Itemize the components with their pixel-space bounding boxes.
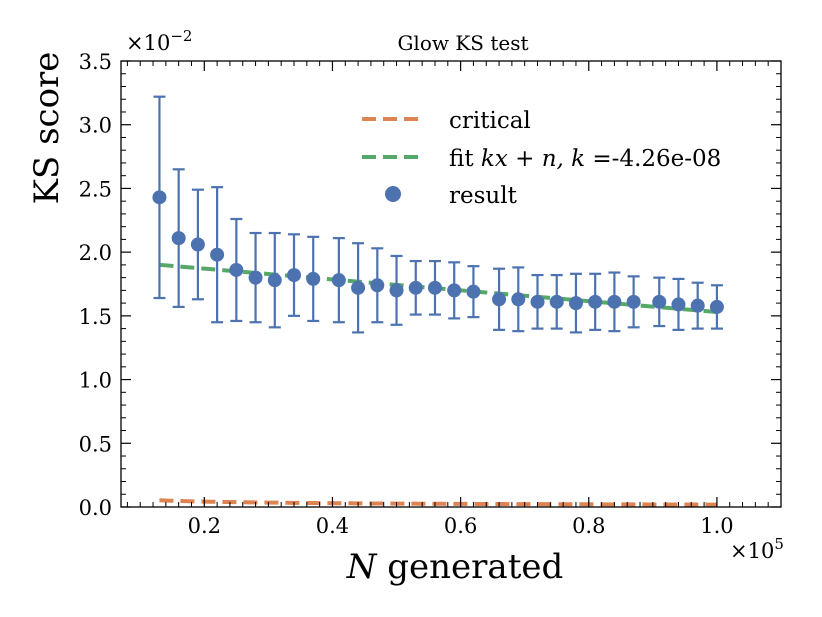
y-tick-label: 1.0 (79, 369, 112, 393)
y-tick-label: 3.0 (79, 114, 112, 138)
result-point (370, 278, 385, 293)
legend-fit-prefix: fit (449, 146, 481, 172)
legend: critical fit kx + n, k =-4.26e-08 result (362, 108, 721, 209)
x-tick-label: 0.8 (572, 514, 605, 538)
plot-frame (120, 60, 782, 508)
result-point (511, 292, 526, 307)
legend-fit-label: fit kx + n, k =-4.26e-08 (449, 146, 721, 172)
result-point (492, 292, 507, 307)
result-point (306, 271, 321, 286)
y-tick-label: 0.0 (79, 496, 112, 520)
result-point (152, 190, 167, 205)
x-axis-multiplier: ×105 (730, 535, 784, 563)
y-axis-multiplier: ×10−2 (126, 27, 192, 55)
result-point (709, 299, 724, 314)
axes-layer (120, 60, 782, 508)
result-point (626, 294, 641, 309)
legend-fit-suffix: =-4.26e-08 (585, 146, 721, 172)
x-axis-label: N generated (346, 547, 564, 587)
result-point (427, 280, 442, 295)
plot-area (121, 61, 781, 507)
y-tick-label: 1.5 (79, 305, 112, 329)
result-point (588, 294, 603, 309)
result-point (466, 284, 481, 299)
legend-critical-label: critical (449, 108, 531, 134)
y-tick-label: 2.5 (79, 177, 112, 201)
y-tick-label: 0.5 (79, 432, 112, 456)
legend-fit-math: kx + n, k (481, 146, 585, 172)
result-point (389, 283, 404, 298)
result-point (331, 273, 346, 288)
result-point (287, 268, 302, 283)
x-multiplier-exp: 5 (774, 535, 784, 553)
result-point (530, 294, 545, 309)
y-multiplier-exp: −2 (170, 27, 192, 45)
x-tick-label: 0.6 (444, 514, 477, 538)
x-axis-label-rest: generated (376, 547, 563, 587)
result-point (408, 280, 423, 295)
ticks-layer: 0.2 0.4 0.6 0.8 1.0 0.0 0.5 1.0 1.5 2.0 2.5 3.0 3.5 (79, 50, 782, 538)
result-point (671, 297, 686, 312)
legend-result-label: result (449, 183, 518, 209)
legend-result-marker (385, 186, 401, 202)
y-multiplier-base: ×10 (126, 31, 170, 55)
result-point (229, 262, 244, 277)
y-axis-label: KS score (27, 52, 67, 205)
chart-title: Glow KS test (397, 31, 528, 55)
result-point (210, 247, 225, 262)
x-multiplier-base: ×10 (730, 539, 774, 563)
result-point (351, 280, 366, 295)
critical-curve (159, 498, 717, 507)
y-tick-label: 2.0 (79, 241, 112, 265)
x-tick-label: 0.4 (316, 514, 349, 538)
result-point (447, 283, 462, 298)
result-point (568, 296, 583, 311)
result-point (190, 237, 205, 252)
result-point (652, 294, 667, 309)
y-tick-label: 3.5 (79, 50, 112, 74)
result-point (267, 273, 282, 288)
x-tick-label: 0.2 (188, 514, 221, 538)
result-point (690, 298, 705, 313)
x-tick-label: 1.0 (700, 514, 733, 538)
result-point (549, 294, 564, 309)
points-layer (152, 190, 724, 314)
result-point (607, 294, 622, 309)
result-point (248, 270, 263, 285)
x-axis-label-italic: N (346, 547, 378, 587)
result-point (171, 231, 186, 246)
